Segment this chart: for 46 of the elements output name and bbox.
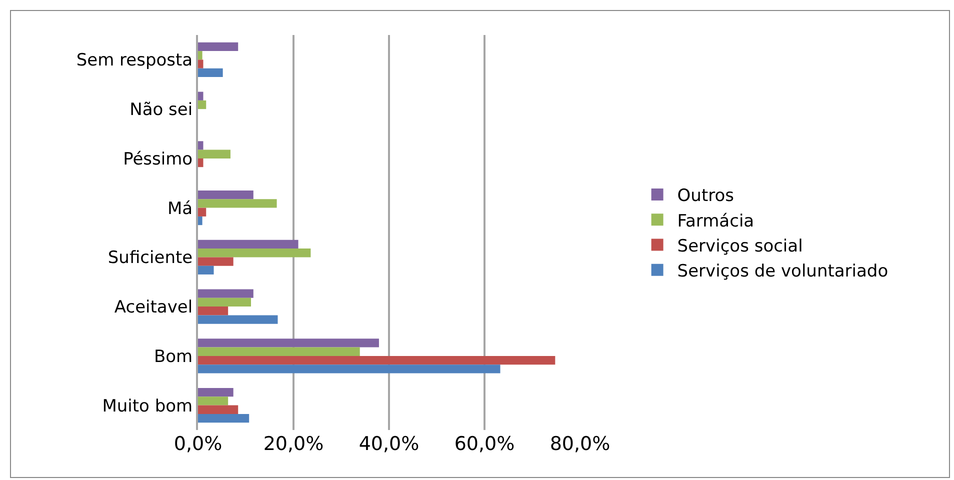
x-tick-label: 40,0% [358, 433, 420, 455]
bar [198, 356, 556, 365]
bar [198, 364, 500, 374]
bar [198, 396, 228, 406]
x-tick-label: 60,0% [454, 433, 515, 455]
bar [198, 199, 277, 208]
bar [198, 42, 238, 52]
bar [198, 141, 204, 150]
bar [198, 315, 278, 324]
bar [198, 257, 234, 266]
bar [198, 289, 254, 298]
bar [198, 266, 214, 274]
y-tick-label: Aceitavel [114, 298, 193, 318]
y-tick-label: Sem resposta [76, 50, 193, 71]
bar [198, 216, 202, 226]
x-tick-label: 80,0% [550, 433, 610, 455]
legend-label: Farmácia [677, 211, 754, 232]
bar [198, 51, 202, 60]
bar [198, 248, 311, 258]
x-tick-label: 0,0% [174, 433, 222, 455]
bar [198, 338, 379, 348]
x-tick-label: 20,0% [263, 433, 324, 455]
bar [198, 388, 234, 397]
bar [198, 405, 238, 414]
legend-label: Serviços social [677, 236, 803, 256]
y-tick-label: Não sei [130, 100, 193, 120]
bar [198, 208, 206, 216]
bar [198, 150, 230, 158]
bar [198, 100, 206, 110]
y-tick-label: Suficiente [108, 248, 193, 268]
y-tick-label: Muito bom [102, 396, 193, 416]
bar [198, 190, 254, 200]
bar [198, 240, 298, 249]
bar [198, 60, 204, 68]
bar [198, 92, 204, 100]
y-tick-label: Péssimo [123, 149, 193, 170]
legend-label: Outros [677, 186, 734, 206]
bar [198, 298, 251, 307]
legend-label: Serviços de voluntariado [677, 261, 888, 282]
y-tick-label: Bom [154, 346, 193, 367]
bar [198, 347, 360, 356]
bar [198, 414, 250, 423]
bar [198, 306, 228, 316]
y-tick-label: Má [168, 198, 193, 219]
bar [198, 158, 204, 168]
bar [198, 68, 223, 77]
